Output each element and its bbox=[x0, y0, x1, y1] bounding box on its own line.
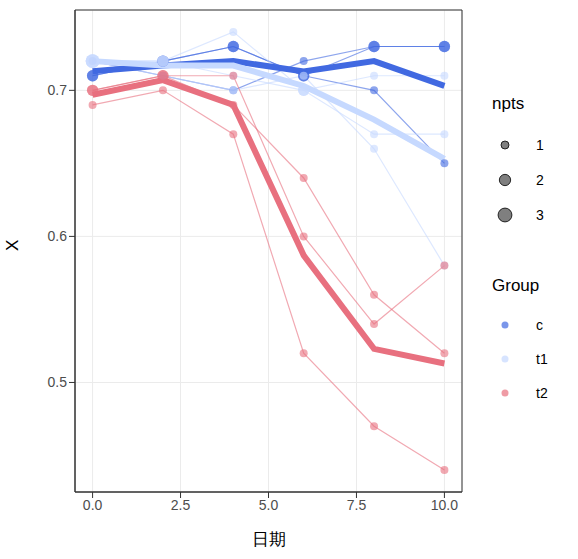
svg-text:10.0: 10.0 bbox=[431, 497, 458, 513]
svg-text:7.5: 7.5 bbox=[347, 497, 367, 513]
html-text:t2: t2 bbox=[536, 385, 548, 401]
html-text:3: 3 bbox=[536, 207, 544, 223]
svg-text:2.5: 2.5 bbox=[171, 497, 191, 513]
html-text:npts: npts bbox=[492, 94, 525, 113]
svg-text:5.0: 5.0 bbox=[259, 497, 279, 513]
html-text:c: c bbox=[536, 317, 543, 333]
svg-text:X: X bbox=[8, 240, 22, 251]
svg-text:日期: 日期 bbox=[252, 530, 286, 549]
html-text:2: 2 bbox=[536, 172, 544, 188]
svg-text:0.6: 0.6 bbox=[48, 228, 68, 244]
html-text:t1: t1 bbox=[536, 351, 548, 367]
svg-text:0.0: 0.0 bbox=[83, 497, 103, 513]
svg-text:0.5: 0.5 bbox=[48, 374, 68, 390]
html-text:1: 1 bbox=[536, 137, 544, 153]
svg-text:0.7: 0.7 bbox=[48, 82, 68, 98]
html-text:Group: Group bbox=[492, 276, 540, 295]
